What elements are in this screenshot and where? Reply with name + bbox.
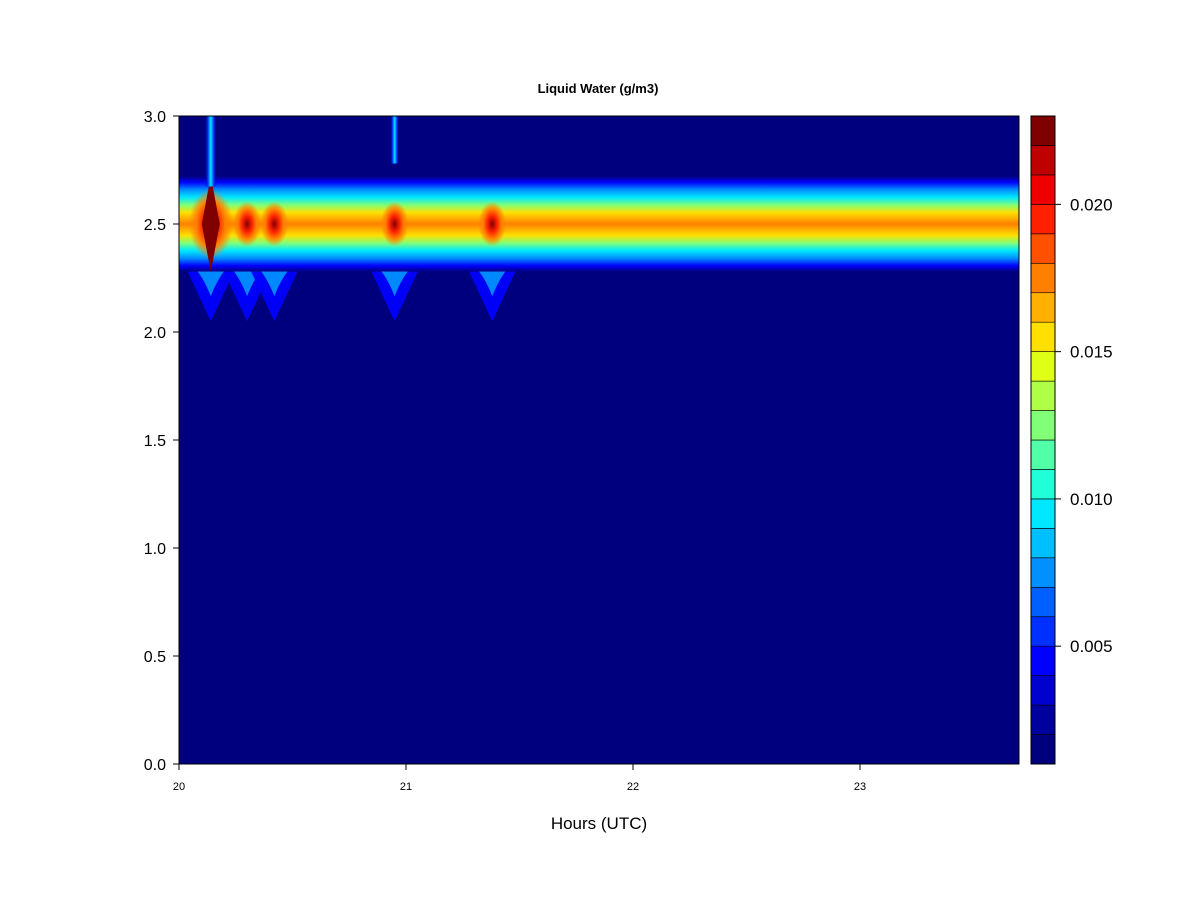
colorbar-level — [1030, 410, 1056, 441]
peak-marker — [201, 176, 220, 272]
colorbar-level — [1030, 616, 1056, 647]
colorbar: 0.005 0.010 0.015 0.020 — [1030, 115, 1113, 765]
colorbar-tick-label: 0.005 — [1070, 637, 1113, 656]
chart-title: Liquid Water (g/m3) — [538, 81, 659, 96]
plot-area — [179, 116, 1019, 764]
hot-spot-2 — [233, 201, 262, 247]
plume-2 — [390, 116, 400, 164]
colorbar-level — [1030, 292, 1056, 323]
colorbar-level — [1030, 675, 1056, 706]
colorbar-level — [1030, 704, 1056, 735]
y-tick-label: 2.0 — [144, 325, 166, 342]
colorbar-tick-label: 0.015 — [1070, 343, 1113, 362]
y-tick-label: 1.0 — [144, 541, 166, 558]
plume-1 — [204, 116, 217, 187]
x-tick-label: 20 — [173, 781, 185, 793]
y-tick-label: 0.5 — [144, 649, 166, 666]
x-axis: 20 21 22 23 — [173, 764, 866, 793]
colorbar-level — [1030, 528, 1056, 559]
spots-layer — [188, 176, 507, 272]
x-tick-label: 22 — [627, 781, 639, 793]
colorbar-level — [1030, 469, 1056, 500]
colorbar-level — [1030, 557, 1056, 588]
liquid-water-layer — [179, 176, 1019, 272]
colorbar-level — [1030, 734, 1056, 765]
x-tick-label: 21 — [400, 781, 412, 793]
colorbar-level — [1030, 204, 1056, 235]
colorbar-level — [1030, 439, 1056, 470]
colorbar-tick-label: 0.020 — [1070, 195, 1113, 214]
y-axis: 0.0 0.5 1.0 1.5 2.0 2.5 3.0 — [144, 109, 179, 774]
colorbar-level — [1030, 145, 1056, 176]
colorbar-level — [1030, 115, 1056, 146]
colorbar-level — [1030, 645, 1056, 676]
colorbar-level — [1030, 233, 1056, 264]
hot-spot-4 — [380, 201, 409, 247]
colorbar-level — [1030, 498, 1056, 529]
plume-layer — [204, 116, 400, 187]
colorbar-level — [1030, 262, 1056, 294]
y-tick-label: 1.5 — [144, 433, 166, 450]
colorbar-level — [1030, 380, 1056, 411]
colorbar-level — [1030, 351, 1056, 382]
hot-spot-3 — [260, 201, 289, 247]
colorbar-level — [1030, 586, 1056, 618]
hot-spot-5 — [478, 201, 507, 247]
y-tick-label: 0.0 — [144, 757, 166, 774]
y-tick-label: 3.0 — [144, 109, 166, 126]
x-tick-label: 23 — [854, 781, 866, 793]
colorbar-level — [1030, 321, 1056, 352]
x-axis-label: Hours (UTC) — [551, 814, 647, 833]
colorbar-frame — [1030, 115, 1056, 765]
y-tick-label: 2.5 — [144, 217, 166, 234]
colorbar-level — [1030, 174, 1056, 205]
colorbar-tick-label: 0.010 — [1070, 490, 1113, 509]
